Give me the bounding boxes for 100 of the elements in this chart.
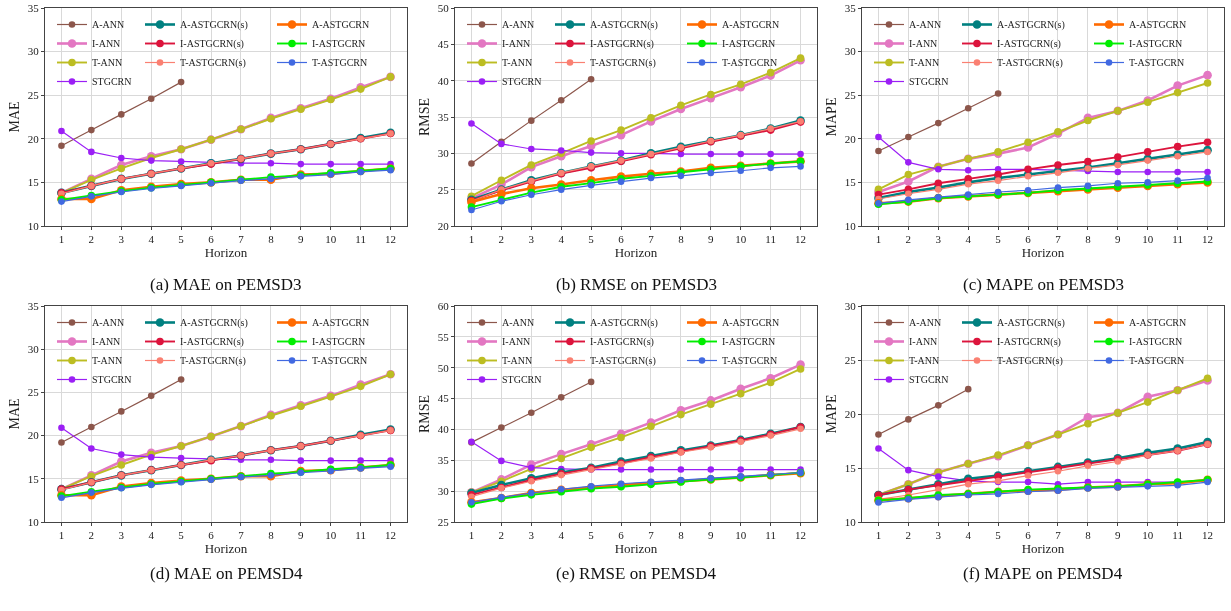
y-tick-label: 30 bbox=[437, 147, 450, 160]
x-tick-label: 10 bbox=[325, 529, 337, 542]
x-tick-label: 12 bbox=[795, 529, 807, 542]
legend-label: T-ANN bbox=[909, 57, 940, 69]
legend-label: I-ANN bbox=[92, 336, 121, 348]
x-tick-label: 6 bbox=[208, 529, 215, 542]
x-tick-label: 9 bbox=[708, 529, 715, 542]
legend-label: I-ANN bbox=[92, 38, 121, 50]
x-tick-label: 7 bbox=[1055, 529, 1062, 542]
legend-label: T-ASTGCRN bbox=[312, 57, 368, 69]
legend-label: T-ANN bbox=[909, 355, 940, 367]
legend-label: I-ASTGCRN(s) bbox=[997, 336, 1061, 349]
x-tick-label: 2 bbox=[905, 233, 912, 246]
x-tick-label: 9 bbox=[298, 529, 305, 542]
legend-label: A-ANN bbox=[909, 19, 942, 31]
legend-label: A-ASTGCRN(s) bbox=[590, 317, 658, 330]
x-tick-label: 3 bbox=[118, 233, 125, 246]
x-tick-label: 4 bbox=[965, 233, 972, 246]
x-tick-label: 10 bbox=[735, 233, 747, 246]
x-tick-label: 4 bbox=[148, 529, 155, 542]
x-tick-label: 11 bbox=[765, 233, 776, 246]
legend-label: A-ASTGCRN bbox=[1129, 19, 1187, 31]
y-tick-label: 35 bbox=[27, 299, 40, 312]
y-tick-label: 10 bbox=[27, 515, 40, 528]
y-tick-label: 30 bbox=[844, 299, 857, 312]
legend-label: A-ASTGCRN bbox=[722, 317, 780, 329]
x-tick-label: 1 bbox=[58, 233, 65, 246]
legend-label: A-ANN bbox=[92, 317, 125, 329]
y-tick-label: 15 bbox=[27, 472, 40, 485]
y-tick-label: 10 bbox=[27, 219, 40, 232]
legend-label: STGCRN bbox=[502, 76, 542, 88]
legend-label: STGCRN bbox=[92, 374, 132, 386]
legend-label: T-ASTGCRN bbox=[1129, 57, 1185, 69]
text: (a) MAE on PEMSD3 bbox=[150, 275, 302, 294]
x-tick-label: 9 bbox=[1115, 233, 1122, 246]
x-tick-label: 10 bbox=[325, 233, 337, 246]
x-tick-label: 8 bbox=[678, 529, 685, 542]
y-axis-title: MAE bbox=[7, 398, 23, 430]
y-tick-label: 35 bbox=[437, 110, 450, 123]
y-tick-label: 60 bbox=[437, 299, 450, 312]
y-tick-label: 20 bbox=[27, 132, 40, 145]
legend-label: I-ASTGCRN(s) bbox=[997, 38, 1061, 51]
x-tick-label: 10 bbox=[1142, 233, 1154, 246]
x-tick-label: 6 bbox=[1025, 233, 1032, 246]
legend-label: T-ASTGCRN bbox=[312, 355, 368, 367]
y-tick-label: 15 bbox=[844, 176, 857, 189]
y-tick-label: 20 bbox=[437, 219, 450, 232]
x-tick-label: 4 bbox=[148, 233, 155, 246]
legend-label: T-ASTGCRN(s) bbox=[997, 57, 1063, 70]
legend-label: T-ANN bbox=[92, 355, 123, 367]
y-tick-label: 25 bbox=[437, 183, 450, 196]
y-tick-label: 30 bbox=[27, 45, 40, 58]
legend-label: T-ANN bbox=[502, 57, 533, 69]
legend-label: A-ASTGCRN bbox=[1129, 317, 1187, 329]
x-tick-label: 12 bbox=[385, 233, 397, 246]
legend-label: T-ASTGCRN(s) bbox=[180, 355, 246, 368]
x-tick-label: 6 bbox=[1025, 529, 1032, 542]
x-tick-label: 7 bbox=[648, 233, 655, 246]
y-tick-label: 20 bbox=[27, 429, 40, 442]
y-tick-label: 30 bbox=[844, 45, 857, 58]
legend-label: I-ASTGCRN bbox=[312, 336, 366, 348]
x-tick-label: 1 bbox=[468, 233, 475, 246]
x-tick-label: 12 bbox=[1202, 233, 1214, 246]
y-tick-label: 55 bbox=[437, 330, 450, 343]
legend-label: I-ASTGCRN(s) bbox=[180, 38, 244, 51]
legend-label: T-ASTGCRN(s) bbox=[590, 355, 656, 368]
x-tick-label: 2 bbox=[498, 529, 505, 542]
y-tick-label: 30 bbox=[437, 484, 450, 497]
y-tick-label: 35 bbox=[437, 454, 450, 467]
legend-label: STGCRN bbox=[909, 374, 949, 386]
y-axis-title: MAPE bbox=[824, 97, 840, 137]
y-tick-label: 40 bbox=[437, 74, 450, 87]
x-tick-label: 1 bbox=[58, 529, 65, 542]
x-tick-label: 3 bbox=[528, 233, 535, 246]
legend-label: I-ANN bbox=[909, 38, 938, 50]
x-tick-label: 4 bbox=[965, 529, 972, 542]
x-tick-label: 12 bbox=[1202, 529, 1214, 542]
legend-label: I-ASTGCRN bbox=[1129, 336, 1183, 348]
legend-label: T-ASTGCRN bbox=[722, 355, 778, 367]
x-tick-label: 5 bbox=[178, 233, 185, 246]
legend-label: I-ASTGCRN bbox=[722, 38, 776, 50]
legend-label: T-ASTGCRN(s) bbox=[180, 57, 246, 70]
x-tick-label: 6 bbox=[618, 529, 625, 542]
legend-label: T-ASTGCRN bbox=[1129, 355, 1185, 367]
legend-label: A-ASTGCRN(s) bbox=[997, 19, 1065, 32]
x-tick-label: 6 bbox=[618, 233, 625, 246]
x-tick-label: 4 bbox=[558, 233, 565, 246]
y-axis-title: MAPE bbox=[824, 394, 840, 434]
legend-label: A-ANN bbox=[909, 317, 942, 329]
x-tick-label: 10 bbox=[1142, 529, 1154, 542]
x-tick-label: 10 bbox=[735, 529, 747, 542]
x-tick-label: 9 bbox=[708, 233, 715, 246]
x-tick-label: 8 bbox=[1085, 233, 1092, 246]
x-tick-label: 3 bbox=[528, 529, 535, 542]
x-tick-label: 2 bbox=[905, 529, 912, 542]
x-tick-label: 4 bbox=[558, 529, 565, 542]
x-tick-label: 6 bbox=[208, 233, 215, 246]
y-tick-label: 10 bbox=[844, 515, 857, 528]
legend-label: A-ASTGCRN bbox=[312, 317, 370, 329]
x-axis-title: Horizon bbox=[204, 245, 248, 261]
